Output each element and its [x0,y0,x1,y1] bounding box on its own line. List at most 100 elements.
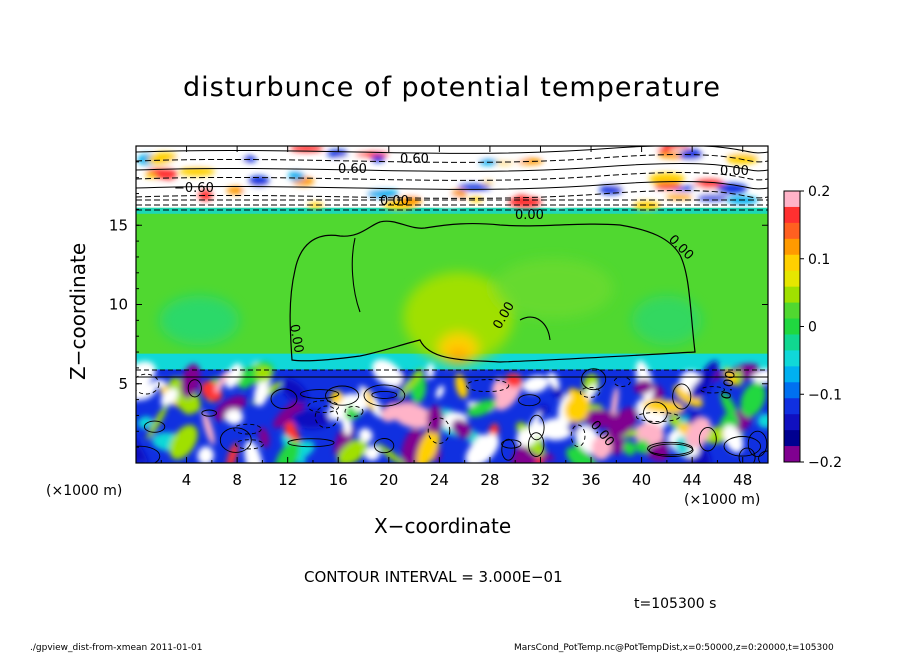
lower-anomaly [330,390,344,405]
lower-anomaly [607,407,638,439]
y-axis: 5 10 15 [109,161,768,448]
upper-anomaly [147,169,175,174]
lower-anomaly [435,385,445,399]
lower-anomaly [375,443,406,463]
lower-anomaly [416,427,440,463]
x-tick-label: 24 [430,471,449,489]
lower-anomaly [169,424,198,460]
contour-line [136,146,768,154]
contour-loop [465,379,510,393]
upper-anomaly [654,182,682,190]
upper-anomaly [248,175,270,187]
x-tick-label: 44 [683,471,702,489]
colorbar-swatch [784,446,800,463]
lower-anomaly [272,397,307,429]
contour-label: −0.60 [174,181,214,196]
upper-anomaly [198,189,213,201]
upper-anomaly [703,146,737,152]
y-axis-label: Z−coordinate [66,242,90,380]
colorbar: 0.2 0.1 0 −0.1 −0.2 [783,184,842,471]
lower-anomaly [685,417,712,448]
upper-anomaly [491,151,527,162]
x-tick-label: 16 [329,471,348,489]
lower-anomaly [365,388,374,412]
lower-anomaly [668,414,681,427]
lower-anomaly [244,440,263,463]
contour-loop [314,405,339,429]
contour-loop [501,438,516,461]
x-tick-label: 8 [232,471,242,489]
cool-blob [159,295,240,346]
upper-anomaly [693,185,704,195]
contour-loop [373,438,395,454]
upper-anomaly [633,201,661,210]
y-tick-label: 15 [109,216,128,234]
contour-loop [136,445,161,463]
x-tick-label: 28 [480,471,499,489]
lower-anomaly [213,395,247,422]
y-tick-label: 10 [109,296,128,314]
x-tick-label: 4 [182,471,192,489]
colorbar-swatch [784,206,800,224]
contour-loop [579,386,601,398]
colorbar-swatch [784,318,800,335]
y-tick-label: 5 [118,375,128,393]
heatmap-field [136,146,768,463]
contour-label: 0.00 [720,164,749,179]
colorbar-tick-label: 0.1 [808,252,830,268]
colorbar-swatch [784,191,800,208]
contour-line [136,154,768,163]
lower-anomaly [197,446,214,463]
colorbar-swatch [784,350,800,367]
lower-anomaly [690,376,713,399]
upper-anomaly [307,202,324,209]
contour-loop [136,373,160,395]
contour-loop [270,388,298,410]
upper-anomaly [435,196,464,207]
contour-label: 0.60 [400,152,429,167]
lower-anomaly [723,424,744,453]
contour-line [136,190,768,199]
contour-line [136,172,768,181]
lower-anomaly [214,370,229,393]
upper-anomaly [184,157,213,164]
lower-anomaly [516,428,538,447]
lower-anomaly [426,363,435,380]
x-tick-label: 12 [278,471,297,489]
warm-anomalies [159,258,702,365]
lower-anomaly [757,368,768,381]
lower-anomaly [281,379,308,405]
contour-loop [201,409,218,417]
x-axis-label: X−coordinate [374,514,512,538]
upper-anomaly [327,149,349,158]
lower-anomaly [635,439,650,454]
contour-loop [528,414,545,441]
contour-label: 0.00 [515,208,544,223]
upper-anomaly [543,170,568,177]
contour-loop [143,420,166,433]
upper-anomaly [697,194,728,201]
lower-anomaly [371,359,403,387]
upper-anomaly [516,158,544,165]
lower-anomaly [610,386,619,423]
lower-anomaly [467,399,497,417]
upper-anomaly [151,182,164,190]
lower-anomaly [160,388,178,407]
x-tick-label: 40 [632,471,651,489]
lower-anomaly [137,416,153,429]
colorbar-swatch [784,286,800,304]
x-tick-label: 36 [581,471,600,489]
upper-anomaly [665,194,693,200]
contour-interval: CONTOUR INTERVAL = 3.000E−01 [304,568,563,586]
lower-anomaly [538,418,575,441]
lower-anomaly [398,368,425,398]
zero-contour [289,220,696,363]
contour-line [136,181,768,190]
warm-blob [403,272,514,363]
upper-anomaly [243,184,269,197]
colorbar-swatch [784,334,800,351]
lower-anomaly [633,379,653,394]
colorbar-swatch [784,270,800,288]
contour-loop [518,394,541,407]
upper-anomaly [337,156,366,161]
